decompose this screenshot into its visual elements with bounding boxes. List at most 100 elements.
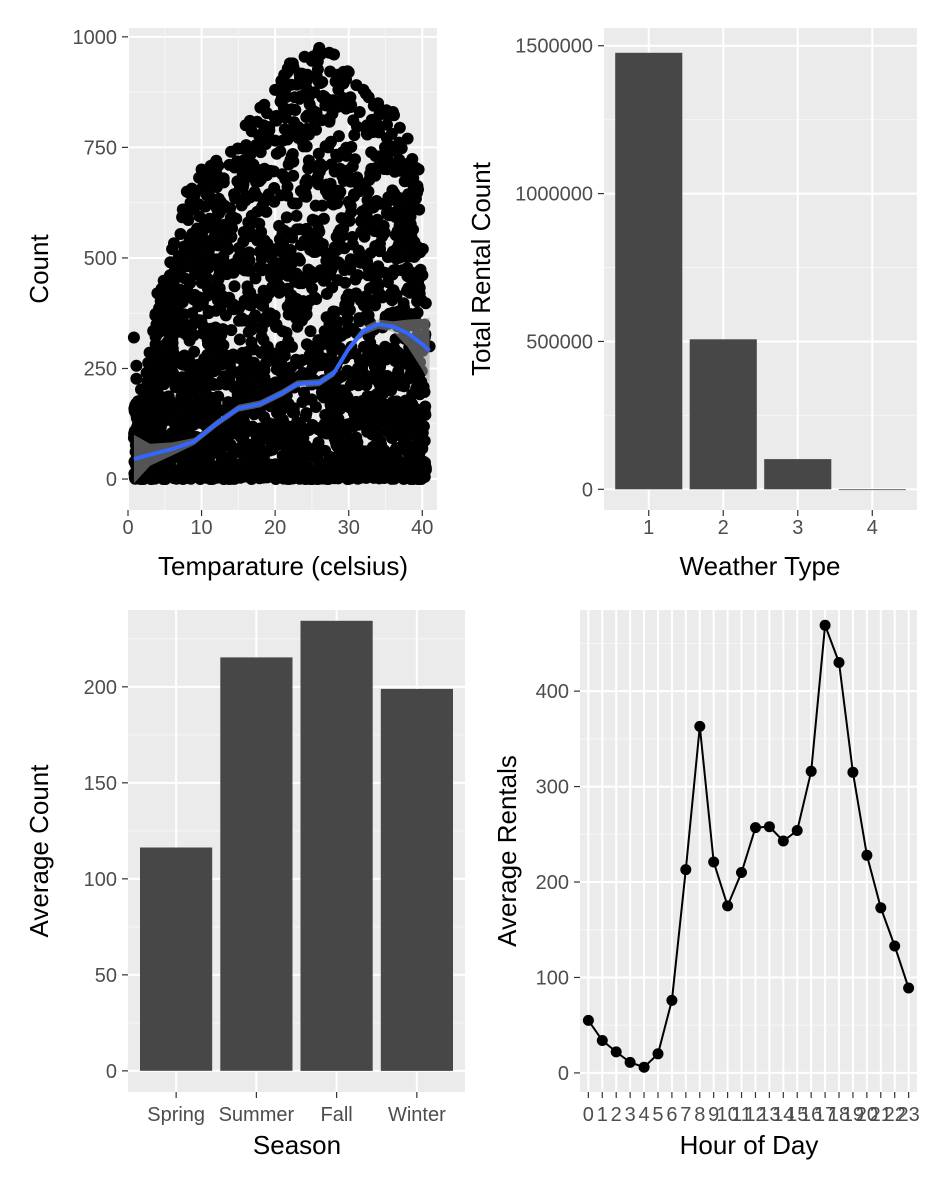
p1-scatter-point	[147, 325, 160, 337]
p1-scatter-point	[237, 263, 249, 276]
p1-scatter-point	[224, 202, 237, 215]
p1-scatter-point	[200, 381, 213, 393]
p1-scatter-point	[360, 210, 373, 223]
p1-scatter-point	[186, 373, 199, 385]
p3-marks	[140, 620, 453, 1071]
p1-scatter-point	[192, 314, 205, 327]
p1-scatter-point	[127, 331, 140, 344]
p1-scatter-point	[272, 397, 284, 410]
p1-scatter-point	[299, 392, 312, 405]
p3-bar	[220, 657, 293, 1071]
p4-x-tick-label: 10	[716, 1104, 738, 1126]
p2-x-tick-label: 3	[792, 517, 803, 539]
p1-scatter-point	[326, 281, 339, 294]
p1-scatter-point	[212, 390, 225, 403]
p1-scatter-point	[181, 392, 194, 405]
p4-y-tick-label: 300	[536, 777, 569, 799]
p2-x-axis-title: Weather Type	[680, 551, 841, 581]
p1-scatter-point	[213, 207, 225, 220]
p1-scatter-point	[365, 113, 378, 126]
p1-scatter-point	[355, 226, 368, 238]
p1-scatter-point	[306, 228, 319, 241]
p1-scatter-point	[236, 371, 249, 384]
p1-scatter-point	[412, 163, 425, 176]
p1-scatter-point	[393, 121, 406, 134]
p1-scatter-point	[348, 188, 360, 201]
p1-x-axis-title: Temparature (celsius)	[158, 551, 408, 581]
p1-scatter-point	[176, 422, 189, 435]
p4-x-tick-label: 23	[898, 1104, 920, 1126]
p1-scatter-point	[241, 353, 254, 366]
p4-x-tick-label: 7	[680, 1104, 691, 1126]
p1-scatter-point	[383, 307, 396, 320]
p1-scatter-point	[290, 197, 303, 210]
p1-scatter-point	[199, 274, 212, 286]
p1-scatter-point	[245, 336, 258, 349]
p1-scatter-point	[327, 305, 340, 318]
p1-scatter-point	[336, 384, 349, 397]
p1-scatter-point	[279, 111, 292, 124]
p4-data-point	[638, 1061, 650, 1073]
p3-y-tick-label: 50	[95, 965, 117, 987]
p3-y-tick-label: 150	[84, 773, 117, 795]
p1-scatter-point	[223, 471, 236, 484]
p3-x-tick-label: Fall	[321, 1104, 353, 1126]
p1-smooth-line	[133, 322, 431, 462]
p1-scatter-point	[325, 263, 338, 276]
p1-scatter-point	[309, 199, 322, 212]
p1-scatter-point	[358, 340, 370, 353]
p1-scatter-point	[413, 388, 426, 401]
p1-scatter-point	[266, 378, 279, 391]
p1-scatter-point	[378, 266, 391, 279]
p1-scatter-point	[311, 176, 324, 189]
p3-y-axis-title: Average Count	[24, 764, 54, 938]
p1-scatter-point	[290, 209, 303, 222]
p1-scatter-point	[200, 189, 213, 202]
p1-scatter-point	[337, 222, 350, 235]
p1-scatter-point	[391, 469, 404, 482]
p1-scatter-point	[244, 299, 257, 312]
p1-scatter-point	[170, 403, 183, 415]
p1-scatter-point	[398, 175, 411, 188]
p1-scatter-point	[370, 407, 383, 420]
p1-scatter-point	[319, 184, 332, 197]
p4-x-tick-label: 20	[856, 1104, 878, 1126]
p2-bar	[615, 52, 683, 490]
p1-scatter-point	[390, 264, 403, 277]
p1-scatter-point	[309, 401, 322, 413]
p1-scatter-point	[288, 442, 301, 455]
p1-scatter-point	[347, 114, 360, 127]
p2-y-tick-label: 1500000	[515, 36, 593, 58]
p1-scatter-point	[358, 299, 371, 312]
p1-scatter-point	[372, 280, 385, 293]
p1-scatter-point	[178, 272, 191, 285]
p1-scatter-point	[290, 78, 303, 91]
p1-y-tick-label: 750	[84, 137, 117, 159]
p1-x-tick-label: 10	[190, 517, 212, 539]
p1-scatter-point	[299, 439, 312, 452]
p4-data-point	[722, 900, 734, 912]
p1-scatter-point	[338, 468, 350, 481]
p1-scatter-point	[281, 282, 294, 295]
p4-data-point	[582, 1014, 594, 1026]
p1-scatter-point	[244, 290, 256, 303]
p1-scatter-point	[176, 296, 189, 309]
p4-data-point	[833, 657, 845, 668]
p1-scatter-point	[400, 432, 412, 445]
p1-scatter-point	[342, 321, 355, 334]
p1-scatter-point	[250, 189, 263, 202]
p1-scatter-point	[321, 473, 334, 485]
p1-scatter-point	[308, 291, 321, 304]
p1-scatter-point	[412, 183, 424, 196]
p4-data-point	[791, 825, 803, 836]
p2-y-tick-label: 500000	[526, 331, 593, 353]
p1-scatter-point	[385, 206, 398, 219]
p1-scatter-point	[414, 436, 427, 449]
p1-scatter-point	[242, 216, 255, 229]
p1-scatter-point	[306, 344, 319, 357]
p2-x-tick-label: 4	[867, 517, 878, 539]
p1-scatter-point	[254, 101, 267, 114]
p1-scatter-point	[393, 238, 406, 251]
p1-scatter-point	[332, 130, 345, 143]
